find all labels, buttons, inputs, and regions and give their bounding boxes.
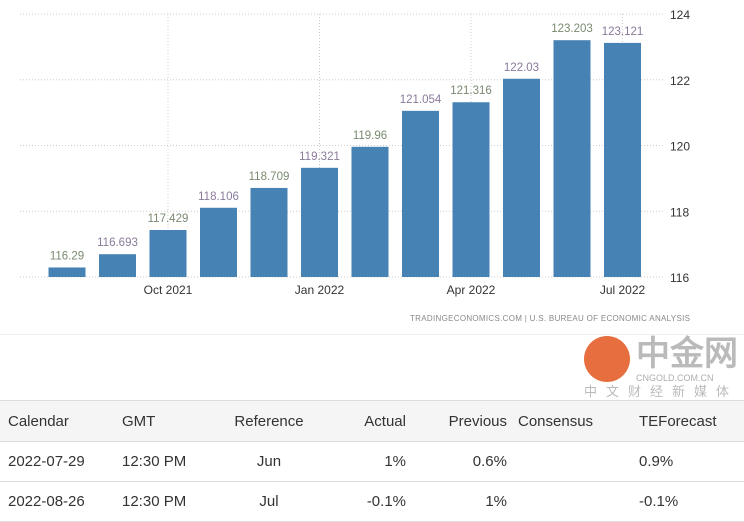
cell-calendar: 2022-07-29 bbox=[0, 441, 121, 482]
calendar-table: Calendar GMT Reference Actual Previous C… bbox=[0, 400, 744, 522]
bar-value-label: 116.693 bbox=[97, 237, 138, 249]
bar-value-label: 121.316 bbox=[450, 85, 492, 97]
bar-value-label: 123.203 bbox=[551, 23, 593, 35]
bar-value-label: 117.429 bbox=[148, 213, 189, 225]
header-reference: Reference bbox=[213, 400, 325, 442]
x-tick-label: Jan 2022 bbox=[295, 283, 345, 297]
cell-actual: 1% bbox=[325, 441, 416, 482]
bar-value-label: 122.03 bbox=[504, 62, 539, 74]
header-teforecast: TEForecast bbox=[629, 400, 744, 442]
cell-previous: 1% bbox=[416, 481, 517, 522]
cell-gmt: 12:30 PM bbox=[121, 441, 213, 482]
bar-value-label: 119.321 bbox=[299, 151, 340, 163]
bar bbox=[604, 42, 641, 277]
bar bbox=[200, 207, 237, 277]
y-tick-label: 116 bbox=[670, 271, 689, 285]
bar bbox=[553, 40, 591, 278]
bar bbox=[301, 167, 338, 277]
x-tick-label: Apr 2022 bbox=[447, 283, 496, 297]
y-tick-label: 122 bbox=[670, 74, 690, 88]
cell-teforecast: 0.9% bbox=[629, 441, 744, 482]
bar-chart: 116 118 120 122 124 Oct 2021 Jan 2022 Apr 2022 J… bbox=[20, 8, 690, 297]
y-tick-label: 120 bbox=[670, 140, 690, 154]
bar-value-label: 118.709 bbox=[249, 171, 290, 183]
table-header-row: Calendar GMT Reference Actual Previous C… bbox=[0, 400, 744, 442]
watermark-domain: CNGOLD.COM.CN bbox=[636, 373, 714, 383]
y-tick-label: 118 bbox=[670, 205, 689, 219]
watermark-tagline: 中文财经新媒体 bbox=[584, 384, 739, 399]
header-calendar: Calendar bbox=[0, 400, 121, 442]
bar-value-label: 118.106 bbox=[198, 191, 239, 203]
header-consensus: Consensus bbox=[517, 400, 629, 442]
watermark-logo-icon bbox=[584, 336, 630, 382]
header-gmt: GMT bbox=[121, 400, 213, 442]
bar-value-label: 116.29 bbox=[50, 250, 84, 262]
bar bbox=[149, 230, 187, 277]
bar bbox=[452, 102, 490, 277]
chart-source: TRADINGECONOMICS.COM | U.S. BUREAU OF EC… bbox=[410, 314, 691, 323]
header-actual: Actual bbox=[325, 400, 416, 442]
header-previous: Previous bbox=[416, 400, 517, 442]
cell-teforecast: -0.1% bbox=[629, 481, 744, 522]
cell-consensus bbox=[517, 441, 629, 482]
table-row: 2022-07-29 12:30 PM Jun 1% 0.6% 0.9% bbox=[0, 441, 744, 482]
cell-consensus bbox=[517, 481, 629, 522]
bar bbox=[99, 254, 136, 277]
divider bbox=[0, 334, 744, 335]
bar-value-label: 121.054 bbox=[400, 94, 442, 106]
bar bbox=[48, 267, 86, 277]
y-tick-label: 124 bbox=[670, 8, 690, 22]
cell-reference: Jun bbox=[213, 441, 325, 482]
cell-previous: 0.6% bbox=[416, 441, 517, 482]
bar bbox=[503, 78, 540, 277]
watermark: 中金网 CNGOLD.COM.CN 中文财经新媒体 bbox=[584, 336, 742, 399]
x-tick-label: Jul 2022 bbox=[600, 283, 646, 297]
watermark-name: 中金网 bbox=[636, 335, 738, 373]
cell-calendar: 2022-08-26 bbox=[0, 481, 121, 522]
table-row: 2022-08-26 12:30 PM Jul -0.1% 1% -0.1% bbox=[0, 481, 744, 522]
bar-value-label: 123.121 bbox=[602, 26, 644, 38]
cell-reference: Jul bbox=[213, 481, 325, 522]
bar bbox=[402, 110, 439, 277]
cell-actual: -0.1% bbox=[325, 481, 416, 522]
cell-gmt: 12:30 PM bbox=[121, 481, 213, 522]
x-tick-label: Oct 2021 bbox=[144, 283, 193, 297]
bar bbox=[250, 187, 288, 277]
bar-value-label: 119.96 bbox=[353, 130, 387, 142]
bar bbox=[351, 146, 389, 277]
